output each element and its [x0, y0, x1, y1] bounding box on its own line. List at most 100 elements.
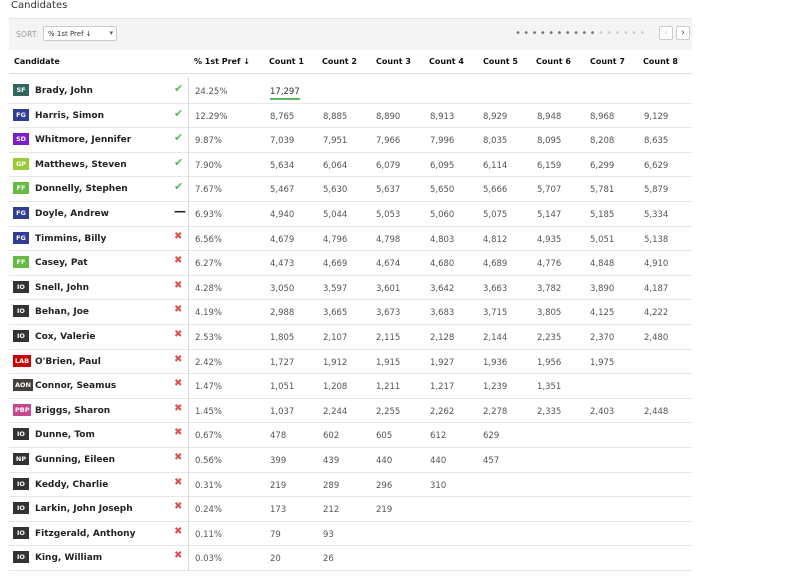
count-cell: 3,597 — [323, 283, 348, 294]
table-row[interactable]: FG Timmins, Billy ✖ 6.56% 4,679 4,796 4,798 4,8… — [9, 227, 692, 252]
table-row[interactable]: IO Keddy, Charlie ✖ 0.31% 219 289 296 310 — [9, 473, 692, 498]
count-cell: 8,929 — [483, 111, 508, 122]
count-cell: 3,782 — [537, 283, 562, 294]
count-cell: 457 — [483, 456, 500, 466]
candidate-name[interactable]: Behan, Joe — [35, 307, 90, 318]
header-count-5[interactable]: Count 5 — [483, 57, 518, 66]
count-cell: 4,679 — [270, 234, 295, 245]
header-count-6[interactable]: Count 6 — [536, 57, 571, 66]
count-cell: 478 — [270, 431, 287, 442]
count-cell: 1,037 — [270, 406, 295, 417]
candidate-name[interactable]: Harris, Simon — [35, 110, 105, 121]
sort-select[interactable]: % 1st Pref ↓ ▾ — [43, 26, 117, 41]
count-cell: 1,727 — [270, 357, 295, 368]
pref-cell: 1.47% — [195, 382, 223, 393]
candidate-name[interactable]: Casey, Pat — [35, 258, 88, 269]
candidate-name[interactable]: Fitzgerald, Anthony — [35, 528, 136, 539]
table-row[interactable]: GP Matthews, Steven ✔ 7.90% 5,634 6,064 6,079 6… — [9, 153, 692, 178]
candidate-name[interactable]: Connor, Seamus — [35, 381, 117, 392]
count-cell: 1,239 — [483, 382, 508, 393]
candidate-name[interactable]: Donnelly, Stephen — [35, 184, 128, 195]
table-row[interactable]: FG Doyle, Andrew — 6.93% 4,940 5,044 5,053 5,06… — [9, 202, 692, 227]
header-count-3[interactable]: Count 3 — [376, 57, 411, 66]
table-row[interactable]: IO Snell, John ✖ 4.28% 3,050 3,597 3,601 3,642 3… — [9, 276, 692, 301]
party-badge: SD — [13, 133, 29, 146]
table-row[interactable]: FF Donnelly, Stephen ✔ 7.67% 5,467 5,630 5,637… — [9, 177, 692, 202]
cross-icon: ✖ — [174, 255, 183, 267]
count-cell: 5,334 — [644, 210, 669, 220]
count-cell: 8,948 — [537, 111, 562, 122]
count-cell: 4,674 — [376, 259, 401, 270]
table-row[interactable]: FF Casey, Pat ✖ 6.27% 4,473 4,669 4,674 4,680 4,… — [9, 251, 692, 276]
count-cell: 439 — [323, 456, 340, 466]
candidate-name[interactable]: King, William — [35, 553, 103, 564]
table-row[interactable]: IO Behan, Joe ✖ 4.19% 2,988 3,665 3,673 3,683 3,… — [9, 300, 692, 325]
header-count-2[interactable]: Count 2 — [322, 57, 357, 66]
table-row[interactable]: PBP Briggs, Sharon ✖ 1.45% 1,037 2,244 2,255 2,… — [9, 399, 692, 424]
count-cell: 219 — [376, 505, 393, 516]
count-cell: 310 — [430, 480, 447, 491]
count-cell: 8,890 — [376, 111, 401, 122]
chevron-right-icon[interactable]: › — [676, 26, 690, 40]
count-cell: 5,637 — [376, 185, 401, 196]
party-badge: FF — [13, 182, 29, 195]
pref-cell: 6.27% — [195, 259, 223, 270]
count-cell: 629 — [483, 431, 500, 442]
table-row[interactable]: IO King, William ✖ 0.03% 20 26 — [9, 546, 692, 571]
candidate-name[interactable]: Snell, John — [35, 282, 90, 293]
table-row[interactable]: FG Harris, Simon ✔ 12.29% 8,765 8,885 8,890 8,9… — [9, 104, 692, 129]
count-cell: 8,913 — [430, 111, 455, 122]
candidate-name[interactable]: Cox, Valerie — [35, 332, 96, 342]
cross-icon: ✖ — [174, 452, 183, 463]
header-count-7[interactable]: Count 7 — [590, 57, 625, 66]
table-row[interactable]: AON Connor, Seamus ✖ 1.47% 1,051 1,208 1,211 1,… — [9, 374, 692, 399]
candidate-name[interactable]: Briggs, Sharon — [35, 405, 111, 416]
check-icon: ✔ — [174, 180, 184, 194]
candidate-name[interactable]: Whitmore, Jennifer — [35, 135, 132, 146]
party-badge: IO — [13, 280, 29, 293]
table-row[interactable]: IO Fitzgerald, Anthony ✖ 0.11% 79 93 — [9, 522, 692, 547]
count-cell: 2,128 — [430, 333, 455, 343]
candidate-name[interactable]: Timmins, Billy — [35, 233, 107, 244]
table-row[interactable]: IO Dunne, Tom ✖ 0.67% 478 602 605 612 629 — [9, 423, 692, 448]
header-candidate[interactable]: Candidate — [14, 57, 60, 66]
candidate-name[interactable]: O'Brien, Paul — [35, 356, 101, 367]
table-row[interactable]: NP Gunning, Eileen ✖ 0.56% 399 439 440 440 457 — [9, 448, 692, 473]
table-row[interactable]: LAB O'Brien, Paul ✖ 2.42% 1,727 1,912 1,915 1,9… — [9, 350, 692, 375]
candidate-name[interactable]: Brady, John — [35, 86, 93, 96]
count-cell: 602 — [323, 431, 340, 442]
count-cell: 93 — [323, 529, 334, 540]
header-count-8[interactable]: Count 8 — [643, 57, 678, 66]
count-cell: 2,262 — [430, 406, 455, 417]
table-row[interactable]: SF Brady, John ✔ 24.25% 17,297 — [9, 79, 692, 104]
count-cell: 2,244 — [323, 406, 348, 417]
party-badge: IO — [13, 551, 29, 564]
pref-cell: 6.56% — [195, 234, 223, 245]
count-cell: 1,805 — [270, 333, 295, 343]
table-row[interactable]: IO Cox, Valerie ✖ 2.53% 1,805 2,107 2,115 2,128… — [9, 325, 692, 350]
table-row[interactable]: SD Whitmore, Jennifer ✔ 9.87% 7,039 7,951 7,96… — [9, 128, 692, 153]
cross-icon: ✖ — [174, 525, 183, 537]
table-row[interactable]: IO Larkin, John Joseph ✖ 0.24% 173 212 219 — [9, 497, 692, 522]
column-pager-dots[interactable]: •••••••••••••••• — [515, 28, 648, 39]
header-count-4[interactable]: Count 4 — [429, 57, 464, 66]
candidate-name[interactable]: Larkin, John Joseph — [35, 504, 133, 515]
check-icon: ✔ — [174, 155, 184, 169]
count-cell: 4,910 — [644, 259, 669, 270]
header-pref[interactable]: % 1st Pref ↓ — [194, 57, 250, 66]
chevron-left-icon[interactable]: ‹ — [659, 26, 673, 40]
count-cell: 2,370 — [590, 333, 615, 343]
candidate-name[interactable]: Matthews, Steven — [35, 159, 127, 170]
candidate-name[interactable]: Keddy, Charlie — [35, 479, 109, 490]
pref-cell: 0.24% — [195, 505, 223, 516]
candidate-name[interactable]: Doyle, Andrew — [35, 209, 109, 219]
candidate-name[interactable]: Dunne, Tom — [35, 430, 95, 441]
candidate-name[interactable]: Gunning, Eileen — [35, 455, 116, 465]
count-cell: 1,208 — [323, 382, 348, 393]
cross-icon: ✖ — [174, 501, 183, 513]
header-count-1[interactable]: Count 1 — [269, 57, 304, 66]
count-cell: 9,129 — [644, 111, 669, 122]
count-cell: 5,060 — [430, 210, 455, 220]
count-cell: 79 — [270, 529, 281, 540]
pref-cell: 6.93% — [195, 210, 223, 220]
